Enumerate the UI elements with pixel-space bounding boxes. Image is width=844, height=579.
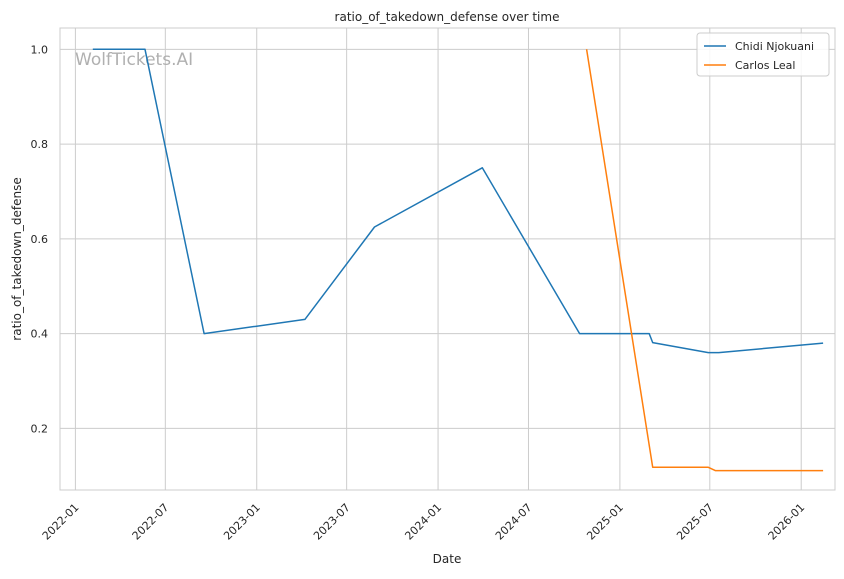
series-layer bbox=[92, 48, 824, 472]
y-axis-ticks: 0.2 0.4 0.6 0.8 1.0 bbox=[31, 43, 49, 435]
chart-title: ratio_of_takedown_defense over time bbox=[335, 10, 560, 24]
watermark-text: WolfTickets.AI bbox=[75, 50, 193, 70]
legend-label: Carlos Leal bbox=[735, 59, 795, 72]
y-tick-label: 0.6 bbox=[31, 233, 49, 246]
plot-frame bbox=[59, 27, 836, 491]
y-tick-label: 0.2 bbox=[31, 422, 49, 435]
y-axis-label: ratio_of_takedown_defense bbox=[10, 177, 24, 340]
legend: Chidi Njokuani Carlos Leal bbox=[696, 32, 830, 77]
series-line-2 bbox=[585, 49, 824, 472]
y-tick-label: 1.0 bbox=[31, 43, 49, 56]
legend-box bbox=[696, 32, 830, 77]
series-line-1 bbox=[92, 48, 824, 354]
grid bbox=[60, 28, 835, 490]
legend-label: Chidi Njokuani bbox=[735, 40, 814, 53]
y-tick-label: 0.4 bbox=[31, 328, 49, 341]
legend-items: Chidi Njokuani Carlos Leal bbox=[704, 40, 814, 72]
y-tick-label: 0.8 bbox=[31, 138, 49, 151]
x-axis-label: Date bbox=[433, 552, 462, 566]
